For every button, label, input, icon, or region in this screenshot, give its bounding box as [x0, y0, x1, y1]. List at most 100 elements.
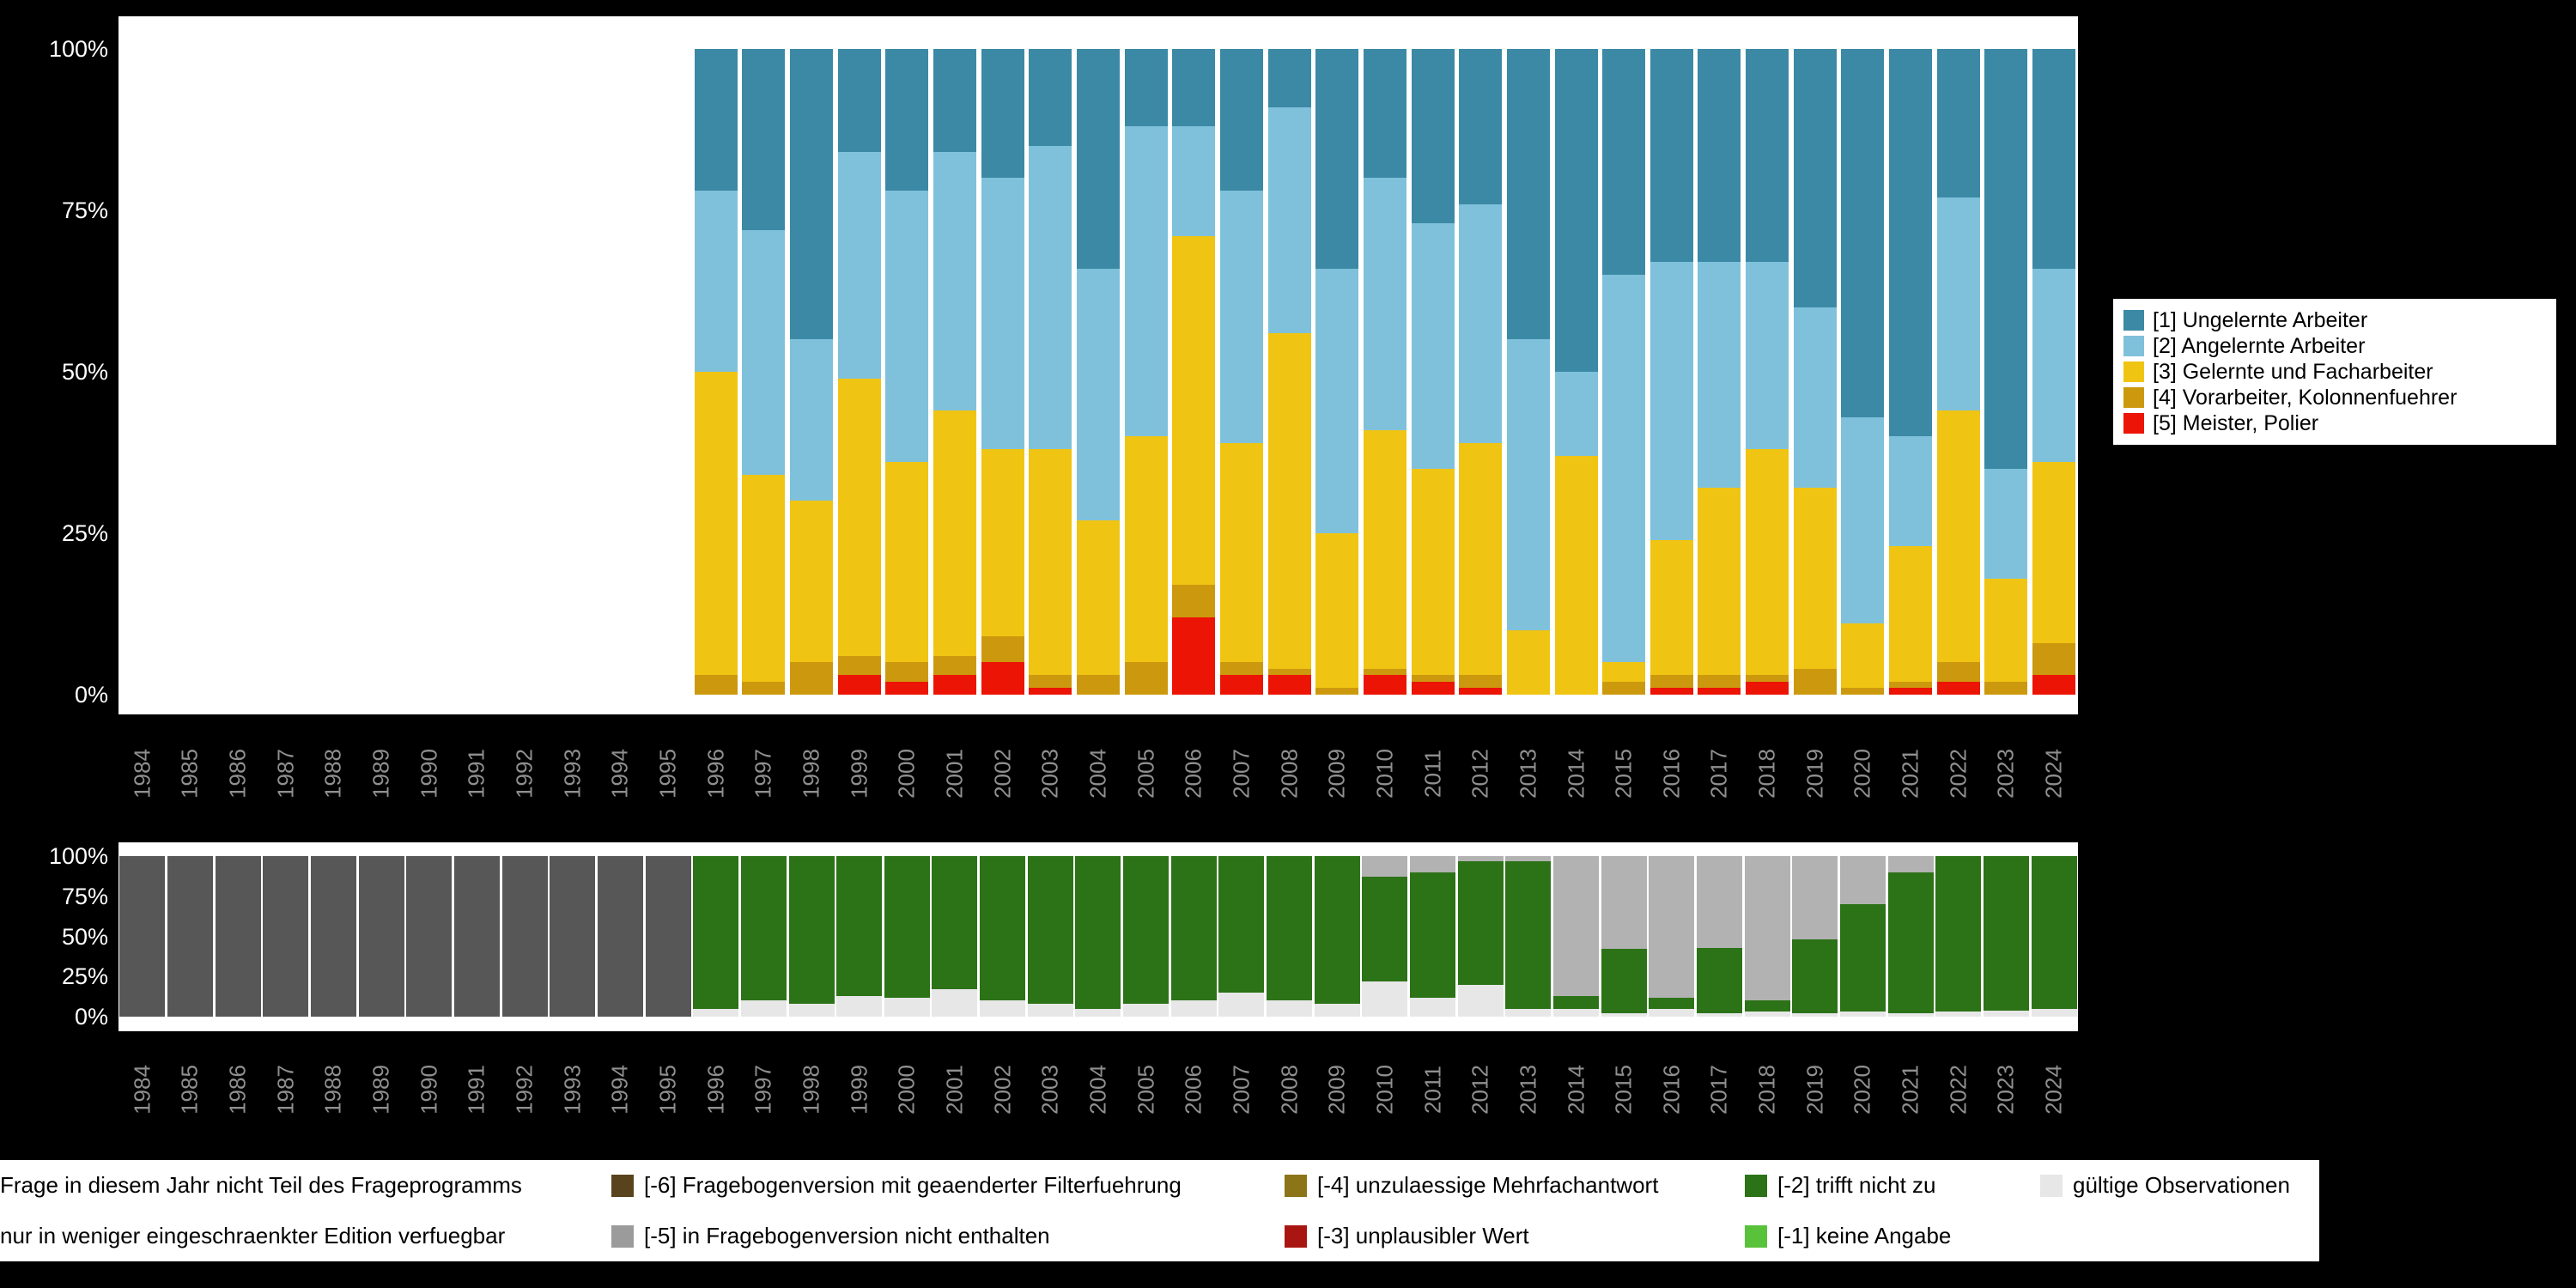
bar-segment — [694, 191, 738, 373]
x-axis-year-label: 2008 — [1276, 749, 1303, 799]
bar-segment — [1602, 662, 1646, 682]
x-axis-year-label: 2007 — [1228, 1065, 1255, 1115]
x-axis-label-slot: 2019 — [1791, 720, 1839, 828]
x-axis-year-label: 2008 — [1276, 1065, 1303, 1115]
stacked-bar-2020 — [1841, 49, 1885, 695]
legend-entry: [1] Ungelernte Arbeiter — [2123, 307, 2546, 333]
bar-segment — [1124, 126, 1168, 437]
bar-segment — [1314, 1004, 1360, 1017]
bar-segment — [1649, 1008, 1695, 1017]
bar-segment — [1746, 675, 1789, 682]
x-axis-year-label: 1992 — [511, 1065, 538, 1115]
bar-segment — [981, 662, 1024, 695]
stacked-bar-1988 — [310, 856, 356, 1017]
bar-slot-1997 — [740, 49, 788, 695]
legend-label: [-2] trifft nicht zu — [1777, 1172, 1936, 1198]
x-axis-label-slot: 1998 — [787, 720, 835, 828]
legend-label: [-3] unplausibler Wert — [1317, 1223, 1529, 1249]
stacked-bar-1985 — [168, 49, 211, 695]
bar-segment — [1983, 856, 2029, 1011]
bar-segment — [1792, 856, 1838, 940]
stacked-bar-2004 — [1076, 49, 1120, 695]
bar-slot-2020 — [1839, 856, 1887, 1017]
legend-column: [-2] trifft nicht zu [-1] keine Angabe — [1745, 1160, 2040, 1261]
bar-segment — [1601, 949, 1647, 1014]
bar-slot-2014 — [1552, 49, 1601, 695]
stacked-bar-2005 — [1123, 856, 1170, 1017]
bar-slot-1999 — [835, 49, 884, 695]
bar-segment — [1267, 675, 1311, 695]
x-axis-label-slot: 2022 — [1935, 1036, 1983, 1144]
bar-slot-1991 — [453, 856, 501, 1017]
x-axis-year-label: 2018 — [1753, 749, 1780, 799]
x-axis-year-label: 2019 — [1801, 749, 1828, 799]
bar-segment — [1219, 191, 1263, 443]
bar-segment — [1601, 856, 1647, 950]
x-axis-year-label: 1986 — [224, 1065, 251, 1115]
x-axis-year-label: 2000 — [893, 749, 920, 799]
stacked-bar-2002 — [980, 856, 1026, 1017]
x-axis-year-label: 1984 — [129, 749, 155, 799]
stacked-bar-2006 — [1170, 856, 1217, 1017]
stacked-bar-2009 — [1315, 49, 1359, 695]
bar-segment — [1411, 49, 1455, 224]
bar-slot-2017 — [1696, 856, 1744, 1017]
x-axis-year-label: 2007 — [1228, 749, 1255, 799]
x-axis-label-slot: 2004 — [1074, 1036, 1122, 1144]
bar-segment — [1218, 856, 1265, 993]
bar-segment — [742, 229, 786, 476]
bar-slot-2021 — [1886, 856, 1935, 1017]
bar-segment — [1411, 681, 1455, 695]
bar-segment — [215, 856, 261, 1017]
x-axis-label-slot: 2024 — [2030, 1036, 2078, 1144]
x-axis-year-label: 1985 — [176, 1065, 203, 1115]
x-axis-label-slot: 2012 — [1456, 720, 1504, 828]
bar-segment — [1029, 688, 1072, 695]
bar-slot-1988 — [310, 49, 358, 695]
bar-segment — [742, 49, 786, 230]
bar-segment — [1839, 904, 1886, 1012]
bar-slot-1989 — [357, 856, 405, 1017]
bar-segment — [119, 856, 166, 1017]
x-axis-label-slot: 1992 — [501, 720, 549, 828]
bar-slot-1992 — [501, 49, 549, 695]
bar-segment — [550, 856, 596, 1017]
bar-slot-1994 — [597, 49, 645, 695]
bar-segment — [1170, 1000, 1217, 1017]
legend-entry: [-4] unzulaessige Mehrfachantwort — [1285, 1160, 1745, 1211]
x-axis-label-slot: 2015 — [1600, 1036, 1648, 1144]
bar-slot-2015 — [1600, 49, 1648, 695]
legend-entry: Frage in diesem Jahr nicht Teil des Frag… — [0, 1160, 611, 1211]
bar-segment — [790, 662, 834, 695]
stacked-bar-1990 — [408, 49, 451, 695]
legend-column: [-4] unzulaessige Mehrfachantwort [-3] un… — [1285, 1160, 1745, 1261]
bar-slot-1997 — [740, 856, 788, 1017]
bar-slot-2007 — [1218, 856, 1266, 1017]
bar-segment — [1457, 984, 1504, 1017]
x-axis-year-label: 1997 — [750, 749, 776, 799]
legend-swatch — [1745, 1174, 1767, 1197]
bar-segment — [1506, 629, 1550, 695]
bar-segment — [694, 675, 738, 695]
bar-segment — [1218, 992, 1265, 1017]
stacked-bar-1994 — [597, 856, 643, 1017]
x-axis-label-slot: 2023 — [1983, 1036, 2031, 1144]
stacked-bar-2007 — [1219, 49, 1263, 695]
stacked-bar-1984 — [121, 49, 164, 695]
stacked-bar-2011 — [1411, 49, 1455, 695]
bar-segment — [1889, 681, 1933, 689]
legend-label: [4] Vorarbeiter, Kolonnenfuehrer — [2153, 385, 2458, 410]
bar-segment — [1935, 1012, 1982, 1017]
stacked-bar-2006 — [1172, 49, 1216, 695]
legend-swatch — [2123, 310, 2144, 331]
bar-segment — [1696, 1013, 1742, 1017]
stacked-bar-1999 — [837, 49, 881, 695]
bar-segment — [1839, 856, 1886, 905]
bar-segment — [884, 856, 930, 998]
legend-entry: [-3] unplausibler Wert — [1285, 1211, 1745, 1261]
stacked-bar-1995 — [645, 856, 691, 1017]
bar-segment — [597, 856, 643, 1017]
bar-segment — [1744, 856, 1790, 1001]
stacked-bar-2008 — [1267, 856, 1313, 1017]
x-axis-label-slot: 2005 — [1122, 1036, 1170, 1144]
